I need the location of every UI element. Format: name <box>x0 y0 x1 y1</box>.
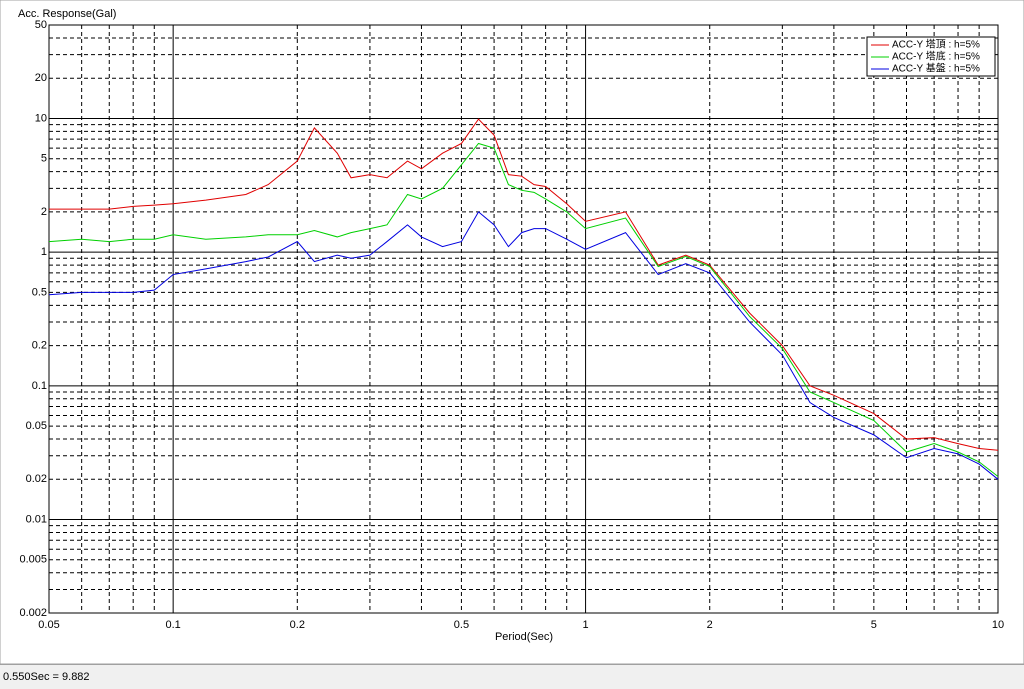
legend-label: ACC-Y 塔底 : h=5% <box>892 50 980 63</box>
y-tick-label: 5 <box>41 153 47 165</box>
x-tick-label: 0.1 <box>166 619 181 631</box>
x-tick-label: 0.5 <box>454 619 469 631</box>
series-line <box>48 142 999 477</box>
y-tick-label: 0.002 <box>19 607 47 619</box>
y-tick-label: 0.1 <box>32 380 47 392</box>
y-tick-label: 0.2 <box>32 340 47 352</box>
legend-label: ACC-Y 基盤 : h=5% <box>892 62 980 75</box>
series-line <box>49 118 999 451</box>
x-tick-label: 0.05 <box>38 619 59 631</box>
x-tick-label: 5 <box>871 619 877 631</box>
y-tick-label: 0.5 <box>32 286 47 298</box>
y-tick-label: 0.005 <box>19 554 47 566</box>
x-tick-label: 1 <box>583 619 589 631</box>
plot-frame <box>48 24 999 614</box>
y-tick-label: 10 <box>35 112 47 124</box>
y-tick-label: 0.02 <box>26 473 47 485</box>
x-tick-label: 2 <box>707 619 713 631</box>
y-tick-label: 0.01 <box>26 513 47 525</box>
y-tick-label: 0.05 <box>26 420 47 432</box>
status-bar: 0.550Sec = 9.882 <box>0 664 1024 688</box>
y-tick-label: 2 <box>41 206 47 218</box>
legend-label: ACC-Y 塔頂 : h=5% <box>892 38 980 51</box>
x-tick-label: 10 <box>992 619 1004 631</box>
y-tick-label: 50 <box>35 19 47 31</box>
series-line <box>48 211 999 480</box>
chart-title: Acc. Response(Gal) <box>18 8 116 20</box>
x-tick-label: 0.2 <box>290 619 305 631</box>
y-tick-label: 20 <box>35 72 47 84</box>
chart: Acc. Response(Gal) Period(Sec) 0.05 0.1 0.… <box>0 0 1024 664</box>
chart-background <box>0 0 1024 664</box>
y-tick-label: 1 <box>41 246 47 258</box>
x-axis-label: Period(Sec) <box>495 631 553 643</box>
